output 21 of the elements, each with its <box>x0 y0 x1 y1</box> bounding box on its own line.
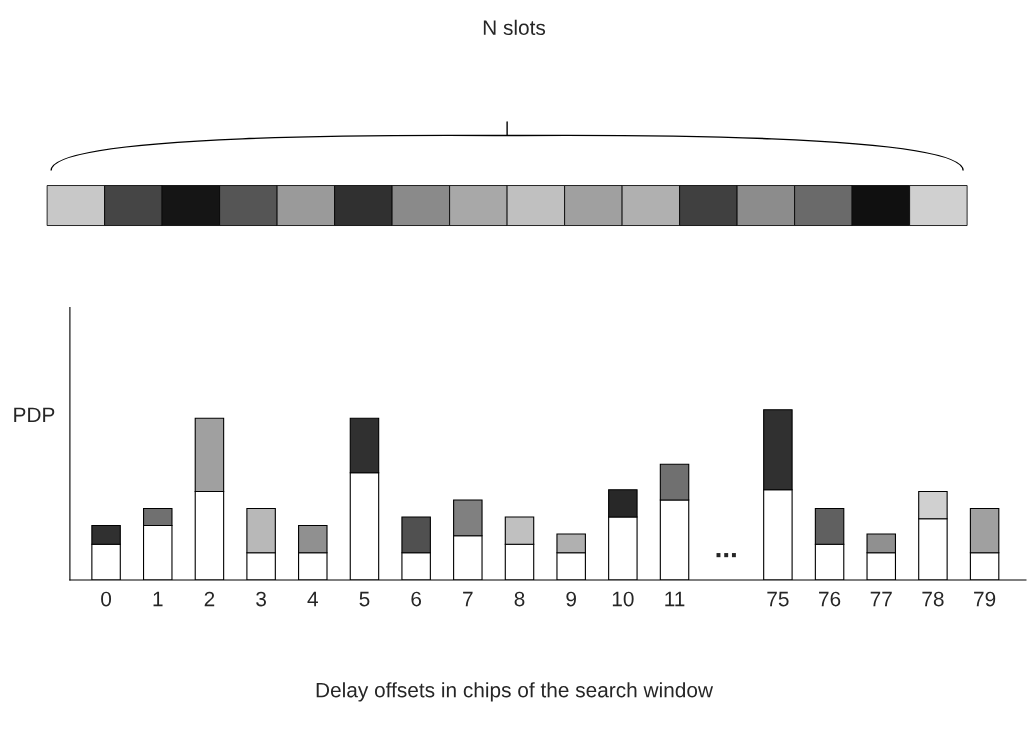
chart-title: N slots <box>483 19 546 36</box>
x-tick-label: 6 <box>411 591 422 607</box>
x-tick-label: 8 <box>514 591 525 607</box>
x-tick-label: 0 <box>101 591 112 607</box>
x-tick-label: 76 <box>819 591 841 607</box>
y-axis-title: PDP <box>14 407 55 422</box>
x-tick-label: 7 <box>463 591 473 607</box>
x-tick-label: 10 <box>612 591 634 607</box>
x-tick-label: 1 <box>153 591 163 607</box>
x-tick-label: 9 <box>566 591 576 607</box>
x-tick-label: 2 <box>204 591 215 607</box>
annotation: ... <box>716 553 736 558</box>
x-axis-title: Delay offsets in chips of the search window <box>316 682 714 702</box>
x-tick-label: 5 <box>359 591 370 607</box>
x-tick-label: 11 <box>665 591 685 607</box>
x-tick-label: 4 <box>307 591 318 607</box>
x-tick-label: 77 <box>870 591 892 607</box>
x-tick-label: 79 <box>974 591 996 607</box>
x-tick-label: 78 <box>922 591 944 607</box>
x-tick-label: 75 <box>767 591 789 607</box>
x-tick-label: 3 <box>256 591 266 607</box>
